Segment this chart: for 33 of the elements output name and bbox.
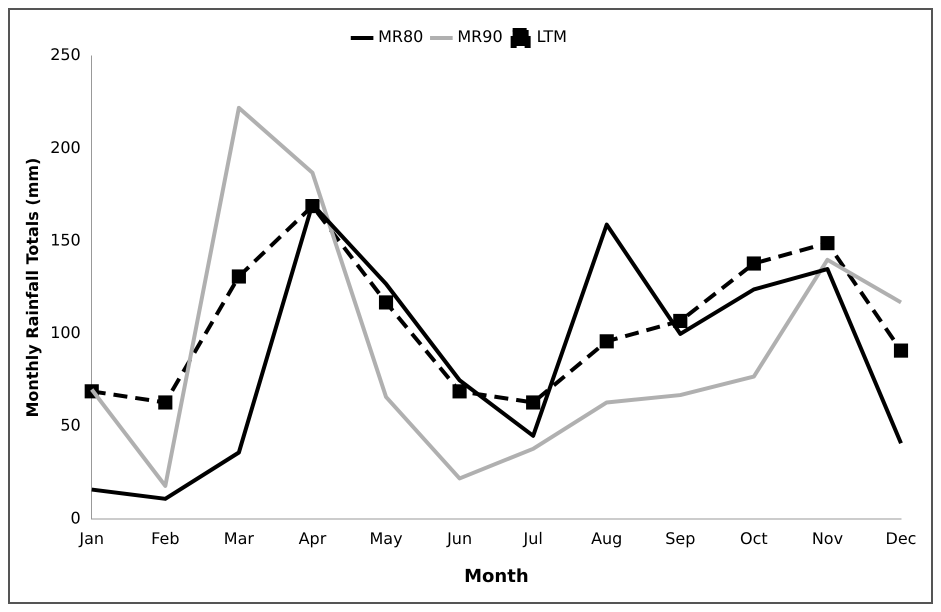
- x-tick-label: Sep: [665, 528, 696, 548]
- x-tick-label: Jul: [522, 528, 543, 548]
- x-tick-label: Oct: [740, 528, 768, 548]
- legend-label: MR80: [378, 27, 424, 46]
- x-tick-label: Jan: [78, 528, 104, 548]
- point: [746, 256, 761, 271]
- x-tick-label: Mar: [224, 528, 254, 548]
- x-tick-label: Nov: [812, 528, 844, 548]
- legend-label: LTM: [536, 27, 567, 46]
- point: [673, 314, 688, 328]
- x-tick-label: Feb: [151, 528, 180, 548]
- point: [894, 344, 908, 358]
- x-tick-label: Jun: [446, 528, 472, 548]
- point: [158, 395, 172, 410]
- y-tick-label: 100: [50, 323, 81, 342]
- point: [232, 269, 246, 284]
- point: [526, 395, 540, 410]
- y-tick-label: 0: [70, 508, 81, 528]
- point: [378, 295, 394, 310]
- y-tick-label: 150: [50, 230, 81, 250]
- legend-label: MR90: [457, 27, 503, 46]
- y-tick-label: 250: [50, 45, 81, 64]
- x-tick-label: Aug: [591, 528, 622, 548]
- point: [452, 384, 467, 398]
- x-tick-label: Dec: [886, 528, 916, 548]
- point: [600, 334, 614, 348]
- point: [820, 236, 834, 250]
- x-axis-title: Month: [464, 566, 529, 587]
- y-tick-label: 200: [50, 138, 81, 157]
- x-tick-label: May: [369, 528, 403, 548]
- y-tick-label: 50: [60, 416, 81, 435]
- y-axis-title: Monthly Rainfall Totals (mm): [22, 158, 42, 418]
- x-tick-label: Apr: [298, 528, 327, 548]
